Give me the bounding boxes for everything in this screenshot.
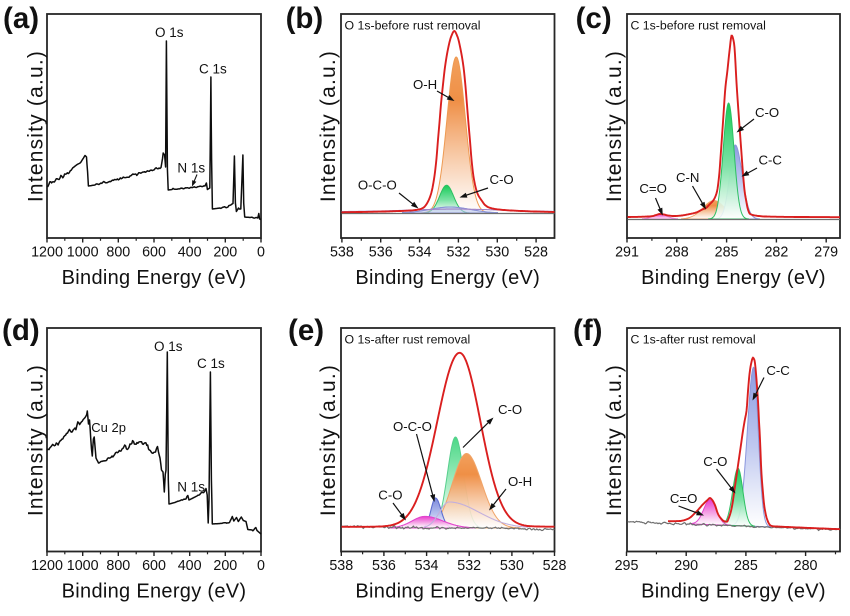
svg-text:Cu 2p: Cu 2p	[91, 420, 126, 435]
svg-text:400: 400	[178, 558, 202, 574]
svg-text:Intensity (a.u.): Intensity (a.u.)	[25, 50, 48, 202]
svg-text:O-H: O-H	[508, 474, 532, 489]
svg-text:282: 282	[764, 244, 788, 260]
svg-text:Binding Energy (eV): Binding Energy (eV)	[641, 581, 826, 603]
svg-text:C-C: C-C	[759, 153, 783, 168]
svg-text:C-O: C-O	[498, 402, 522, 417]
svg-text:200: 200	[213, 558, 237, 574]
svg-text:Intensity (a.u.): Intensity (a.u.)	[317, 364, 340, 516]
svg-text:(d): (d)	[2, 314, 40, 347]
svg-text:(c): (c)	[576, 2, 612, 35]
svg-text:C-C: C-C	[766, 363, 790, 378]
svg-text:O 1s-before rust removal: O 1s-before rust removal	[345, 19, 481, 33]
svg-text:Intensity (a.u.): Intensity (a.u.)	[25, 364, 48, 516]
svg-text:1000: 1000	[67, 558, 99, 574]
svg-text:534: 534	[415, 558, 439, 574]
svg-text:Binding Energy (eV): Binding Energy (eV)	[355, 267, 540, 289]
svg-text:Intensity (a.u.): Intensity (a.u.)	[603, 364, 626, 516]
svg-text:(a): (a)	[3, 2, 39, 35]
svg-text:1200: 1200	[31, 558, 63, 574]
svg-text:285: 285	[734, 558, 758, 574]
svg-text:285: 285	[715, 244, 739, 260]
svg-text:Binding Energy (eV): Binding Energy (eV)	[641, 267, 826, 289]
svg-text:1000: 1000	[67, 244, 99, 260]
svg-text:O 1s: O 1s	[154, 339, 183, 354]
svg-text:C-O: C-O	[378, 488, 402, 503]
svg-text:279: 279	[814, 244, 838, 260]
svg-text:0: 0	[257, 244, 265, 260]
svg-text:600: 600	[142, 558, 166, 574]
svg-text:N 1s: N 1s	[177, 480, 205, 495]
svg-text:Binding Energy (eV): Binding Energy (eV)	[62, 581, 247, 603]
svg-text:530: 530	[485, 244, 509, 260]
svg-text:534: 534	[408, 244, 432, 260]
svg-text:(e): (e)	[288, 314, 324, 347]
svg-text:N 1s: N 1s	[177, 161, 205, 176]
svg-text:C 1s-after rust removal: C 1s-after rust removal	[631, 333, 756, 347]
svg-text:(b): (b)	[286, 2, 324, 35]
svg-text:1200: 1200	[31, 244, 63, 260]
svg-text:Binding Energy (eV): Binding Energy (eV)	[62, 267, 247, 289]
svg-text:532: 532	[446, 244, 470, 260]
svg-text:C-O: C-O	[490, 172, 514, 187]
svg-text:C 1s: C 1s	[199, 62, 227, 77]
svg-text:Intensity (a.u.): Intensity (a.u.)	[603, 50, 626, 202]
svg-text:200: 200	[213, 244, 237, 260]
svg-text:C 1s: C 1s	[197, 356, 225, 371]
svg-text:C=O: C=O	[670, 491, 697, 506]
svg-text:C-O: C-O	[703, 454, 727, 469]
svg-text:290: 290	[674, 558, 698, 574]
svg-text:C-N: C-N	[676, 170, 699, 185]
svg-text:536: 536	[369, 244, 393, 260]
svg-text:291: 291	[615, 244, 639, 260]
svg-text:(f): (f)	[573, 314, 602, 347]
svg-text:C-O: C-O	[755, 105, 779, 120]
svg-text:O-H: O-H	[413, 77, 437, 92]
svg-text:O-C-O: O-C-O	[393, 419, 432, 434]
svg-text:O 1s-after rust removal: O 1s-after rust removal	[345, 333, 471, 347]
svg-text:Intensity (a.u.): Intensity (a.u.)	[317, 50, 340, 202]
svg-text:288: 288	[665, 244, 689, 260]
svg-text:Binding Energy (eV): Binding Energy (eV)	[355, 581, 540, 603]
svg-text:800: 800	[106, 558, 130, 574]
svg-text:538: 538	[329, 558, 353, 574]
svg-text:400: 400	[178, 244, 202, 260]
svg-text:528: 528	[524, 244, 548, 260]
svg-text:530: 530	[500, 558, 524, 574]
svg-text:536: 536	[372, 558, 396, 574]
svg-text:528: 528	[543, 558, 567, 574]
svg-text:O-C-O: O-C-O	[358, 178, 397, 193]
svg-text:800: 800	[106, 244, 130, 260]
svg-text:C 1s-before rust removal: C 1s-before rust removal	[631, 19, 766, 33]
svg-text:280: 280	[794, 558, 818, 574]
svg-text:O 1s: O 1s	[155, 25, 184, 40]
svg-text:295: 295	[615, 558, 639, 574]
svg-text:532: 532	[457, 558, 481, 574]
svg-text:600: 600	[142, 244, 166, 260]
svg-text:538: 538	[330, 244, 354, 260]
svg-text:0: 0	[257, 558, 265, 574]
svg-text:C=O: C=O	[639, 181, 666, 196]
